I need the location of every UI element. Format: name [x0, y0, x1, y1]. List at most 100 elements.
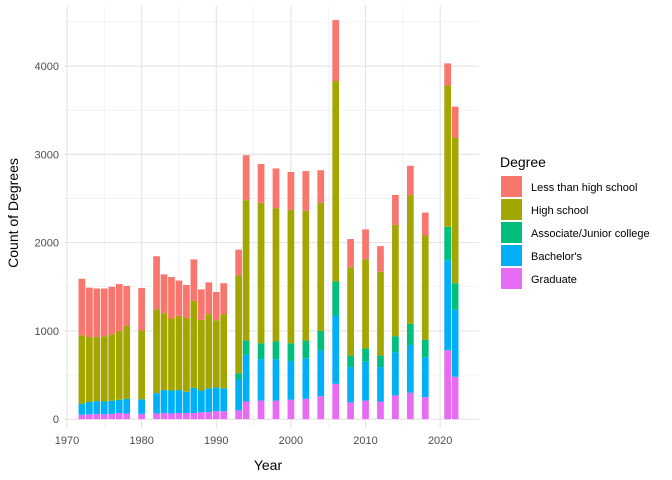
bar-associate-junior-college-2010	[362, 348, 369, 362]
bar-bachelor-s-2010	[362, 361, 369, 401]
bar-high-school-1989	[205, 314, 213, 389]
bar-high-school-2004	[317, 202, 325, 331]
bar-high-school-1976	[108, 334, 116, 401]
bar-high-school-1974	[93, 337, 101, 402]
bar-less-than-high-school-2016	[406, 165, 414, 195]
bar-high-school-1973	[86, 337, 93, 402]
bar-less-than-high-school-1975	[100, 288, 108, 337]
bar-bachelor-s-2016	[406, 345, 414, 393]
bar-graduate-2002	[302, 398, 310, 420]
bar-less-than-high-school-1977	[115, 284, 123, 331]
bar-associate-junior-college-2002	[302, 340, 310, 359]
bar-less-than-high-school-1989	[205, 282, 213, 315]
bar-high-school-1991	[220, 314, 228, 389]
legend-label: High school	[531, 205, 588, 217]
bar-high-school-1988	[197, 319, 205, 391]
bar-bachelor-s-1983	[160, 390, 168, 413]
bar-bachelor-s-2000	[287, 360, 295, 400]
bar-bachelor-s-1980	[138, 399, 145, 414]
bar-associate-junior-college-2014	[392, 336, 399, 353]
bar-high-school-1972	[78, 335, 86, 404]
bar-graduate-1994	[242, 401, 250, 420]
bar-graduate-2022	[451, 376, 459, 420]
bar-associate-junior-college-2008	[347, 355, 354, 368]
bar-bachelor-s-1986	[183, 391, 190, 413]
bar-graduate-1972	[78, 414, 86, 420]
bar-less-than-high-school-2010	[362, 229, 369, 260]
bar-bachelor-s-2014	[392, 352, 399, 396]
bar-bachelor-s-1987	[190, 387, 198, 413]
bar-graduate-1986	[183, 412, 190, 420]
x-axis-ticks: 1970 1980 1990 2000 2010 2020	[55, 435, 453, 447]
legend: Degree Less than high school High school A…	[500, 154, 650, 289]
y-axis-ticks: 0 1000 2000 3000 4000	[35, 61, 59, 426]
bar-high-school-1978	[123, 325, 131, 399]
x-tick-label: 1970	[55, 435, 79, 447]
bar-high-school-1980	[138, 330, 145, 400]
bar-high-school-1982	[153, 309, 160, 394]
bar-graduate-1998	[272, 400, 280, 420]
bar-associate-junior-college-2000	[287, 343, 295, 361]
legend-swatch	[501, 222, 522, 243]
bar-less-than-high-school-1987	[190, 259, 198, 301]
bar-less-than-high-school-2000	[287, 171, 295, 210]
bar-high-school-2002	[302, 210, 310, 341]
bar-associate-junior-college-2012	[377, 355, 384, 368]
bar-graduate-1975	[100, 414, 108, 420]
bar-bachelor-s-1972	[78, 403, 86, 415]
bar-bachelor-s-2002	[302, 358, 310, 399]
bar-high-school-1983	[160, 313, 168, 391]
bar-bachelor-s-1978	[123, 398, 131, 414]
bar-graduate-2012	[377, 401, 384, 420]
bar-less-than-high-school-1980	[138, 288, 145, 331]
bar-bachelor-s-2008	[347, 367, 354, 403]
bar-bachelor-s-1974	[93, 401, 101, 414]
bar-bachelor-s-1977	[115, 399, 123, 413]
bar-bachelor-s-2012	[377, 367, 384, 402]
bar-bachelor-s-2018	[421, 357, 429, 398]
bar-bachelor-s-2004	[317, 350, 325, 397]
bar-high-school-1975	[100, 336, 108, 402]
bar-bachelor-s-1993	[235, 379, 243, 411]
y-tick-label: 4000	[35, 61, 59, 73]
legend-label: Bachelor's	[531, 251, 583, 263]
y-axis-title: Count of Degrees	[5, 158, 21, 268]
bar-graduate-1993	[235, 410, 243, 420]
bar-associate-junior-college-1996	[257, 343, 265, 360]
bar-graduate-1984	[168, 413, 175, 420]
legend-swatch	[501, 176, 522, 197]
legend-label: Associate/Junior college	[531, 228, 650, 240]
bar-graduate-1989	[205, 412, 213, 420]
bar-high-school-2008	[347, 267, 354, 356]
bar-bachelor-s-1988	[197, 390, 205, 413]
bar-graduate-1983	[160, 412, 168, 420]
bar-graduate-2004	[317, 396, 325, 420]
bar-less-than-high-school-1994	[242, 155, 250, 201]
bar-graduate-1982	[153, 413, 160, 420]
bar-bachelor-s-1982	[153, 393, 160, 414]
bar-less-than-high-school-1972	[78, 278, 86, 336]
bar-high-school-2016	[406, 194, 414, 324]
bar-high-school-2006	[332, 81, 340, 282]
bar-less-than-high-school-1974	[93, 288, 101, 338]
bar-bachelor-s-1994	[242, 354, 250, 402]
bar-stacks	[78, 20, 459, 420]
bar-bachelor-s-1998	[272, 359, 280, 401]
bar-bachelor-s-2006	[332, 315, 340, 384]
bar-high-school-2018	[421, 235, 429, 340]
bar-high-school-1987	[190, 300, 198, 388]
bar-less-than-high-school-1990	[212, 292, 220, 321]
y-tick-label: 2000	[35, 238, 59, 250]
bar-bachelor-s-1976	[108, 400, 116, 414]
bar-less-than-high-school-1988	[197, 289, 205, 320]
bar-graduate-1974	[93, 413, 101, 420]
bar-less-than-high-school-1984	[168, 277, 175, 319]
bar-high-school-2014	[392, 224, 399, 337]
bar-less-than-high-school-1985	[175, 280, 183, 316]
bar-graduate-2014	[392, 395, 399, 420]
bar-associate-junior-college-2021	[444, 226, 452, 261]
bar-less-than-high-school-2018	[421, 212, 429, 236]
legend-swatch	[501, 245, 522, 266]
bar-associate-junior-college-2016	[406, 323, 414, 346]
bar-associate-junior-college-1994	[242, 340, 250, 355]
